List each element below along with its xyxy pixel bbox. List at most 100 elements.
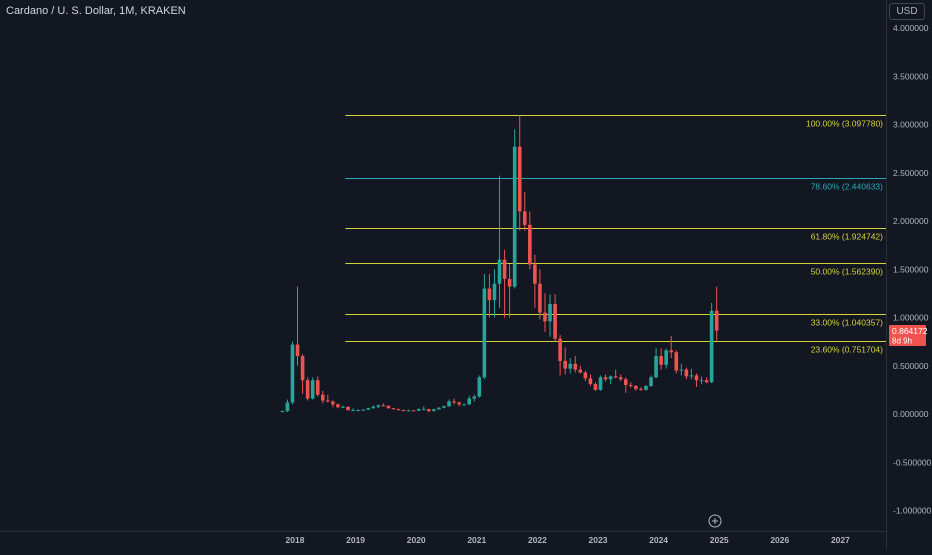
candle-2018-02 — [300, 354, 305, 394]
candle-2023-07 — [629, 382, 633, 388]
candle-body — [502, 259, 507, 279]
candle-body — [694, 375, 699, 381]
price-tick-label-3: 2.500000 — [893, 168, 929, 178]
candle-2023-04 — [613, 369, 618, 379]
candle-2022-09 — [578, 365, 583, 374]
candle-body — [669, 350, 674, 353]
candle-2020-02 — [421, 406, 426, 411]
candle-2020-08 — [452, 398, 456, 405]
time-tick-label-2: 2020 — [407, 535, 426, 545]
candle-2019-03 — [366, 407, 371, 411]
currency-button[interactable]: USD — [889, 3, 925, 20]
candle-body — [639, 388, 643, 390]
candle-2023-08 — [634, 385, 638, 391]
price-tick-label-8: 0.000000 — [893, 409, 929, 419]
time-tick-label-5: 2023 — [589, 535, 608, 545]
price-tick-label-1: 3.500000 — [893, 71, 929, 81]
candle-body — [659, 356, 663, 365]
candle-body — [598, 377, 603, 390]
candle-2020-06 — [442, 405, 446, 409]
candle-2020-03 — [427, 408, 431, 413]
candle-body — [497, 259, 502, 284]
candle-body — [401, 410, 406, 412]
candle-body — [421, 409, 426, 411]
candle-2018-12 — [351, 408, 355, 412]
candle-2018-10 — [341, 405, 345, 409]
chart-title: Cardano / U. S. Dollar, 1M, KRAKEN — [6, 5, 186, 17]
candle-2021-06 — [502, 249, 507, 318]
candle-2018-09 — [336, 403, 340, 409]
candle-2022-08 — [573, 356, 578, 373]
candle-2020-10 — [462, 403, 466, 406]
fibonacci-retracement[interactable]: 100.00% (3.097780) 78.60% (2.440633) 61.80… — [345, 115, 886, 355]
candle-2018-05 — [315, 376, 320, 397]
candle-2024-01 — [659, 348, 663, 370]
candle-2022-06 — [563, 347, 567, 375]
price-tick-label-9: -0.500000 — [893, 457, 932, 467]
candle-2018-06 — [320, 390, 325, 404]
price-axis[interactable]: 4.000000 3.500000 3.000000 2.500000 2.000000… — [893, 23, 932, 516]
candle-body — [709, 310, 714, 383]
candle-2021-07 — [507, 264, 512, 318]
candle-body — [608, 376, 613, 380]
candle-body — [300, 356, 305, 381]
candle-body — [553, 303, 557, 339]
candle-body — [684, 369, 689, 377]
candle-body — [538, 283, 542, 313]
candle-body — [679, 369, 684, 371]
candle-body — [452, 401, 456, 403]
candle-body — [714, 310, 719, 331]
candle-2019-07 — [386, 405, 391, 409]
candle-body — [442, 406, 446, 408]
candle-2021-08 — [512, 129, 517, 289]
time-axis[interactable]: 2018 2019 2020 2021 2022 2023 2024 2025 2026 2027 — [286, 535, 851, 545]
price-tick-label-6: 1.000000 — [893, 313, 929, 323]
candle-body — [336, 404, 340, 408]
candle-2023-05 — [618, 374, 623, 382]
candle-body — [487, 288, 492, 301]
candle-body — [315, 380, 320, 395]
candle-body — [629, 385, 633, 387]
candle-2020-09 — [457, 401, 461, 407]
candle-body — [411, 410, 416, 412]
fib-level-label-2: 61.80% (1.924742) — [811, 232, 883, 242]
candle-2019-01 — [356, 409, 360, 412]
candle-2019-10 — [401, 409, 406, 412]
candle-2019-09 — [396, 408, 401, 411]
candle-body — [280, 411, 285, 413]
candle-2021-11 — [528, 211, 532, 270]
candle-2019-04 — [371, 405, 376, 409]
candle-2017-10 — [280, 410, 285, 413]
candle-2020-12 — [472, 394, 477, 402]
add-timeframe-icon[interactable] — [708, 514, 722, 528]
candle-body — [583, 372, 588, 379]
candle-body — [644, 386, 648, 390]
candle-2022-10 — [583, 370, 588, 382]
candle-body — [295, 344, 300, 357]
candle-body — [472, 396, 477, 399]
candle-2023-02 — [603, 374, 608, 382]
candle-2024-04 — [674, 350, 679, 374]
candle-2023-10 — [644, 385, 648, 391]
candle-body — [331, 401, 335, 405]
candle-2022-12 — [593, 382, 598, 391]
candle-2024-08 — [694, 373, 699, 387]
candle-body — [285, 402, 290, 412]
candle-2024-12 — [714, 286, 719, 341]
candle-body — [492, 283, 497, 301]
candle-2020-01 — [416, 408, 421, 411]
time-tick-label-1: 2019 — [346, 535, 365, 545]
candle-body — [593, 384, 598, 390]
candle-2024-11 — [709, 303, 714, 384]
candle-body — [406, 410, 411, 412]
candle-2024-05 — [679, 363, 684, 376]
candle-2024-09 — [699, 376, 704, 385]
candle-body — [310, 380, 315, 399]
candle-2023-01 — [598, 375, 603, 391]
countdown-label: 8d 9h — [892, 337, 912, 346]
candle-2023-11 — [649, 375, 653, 387]
candle-body — [396, 409, 401, 411]
time-tick-label-8: 2026 — [770, 535, 789, 545]
